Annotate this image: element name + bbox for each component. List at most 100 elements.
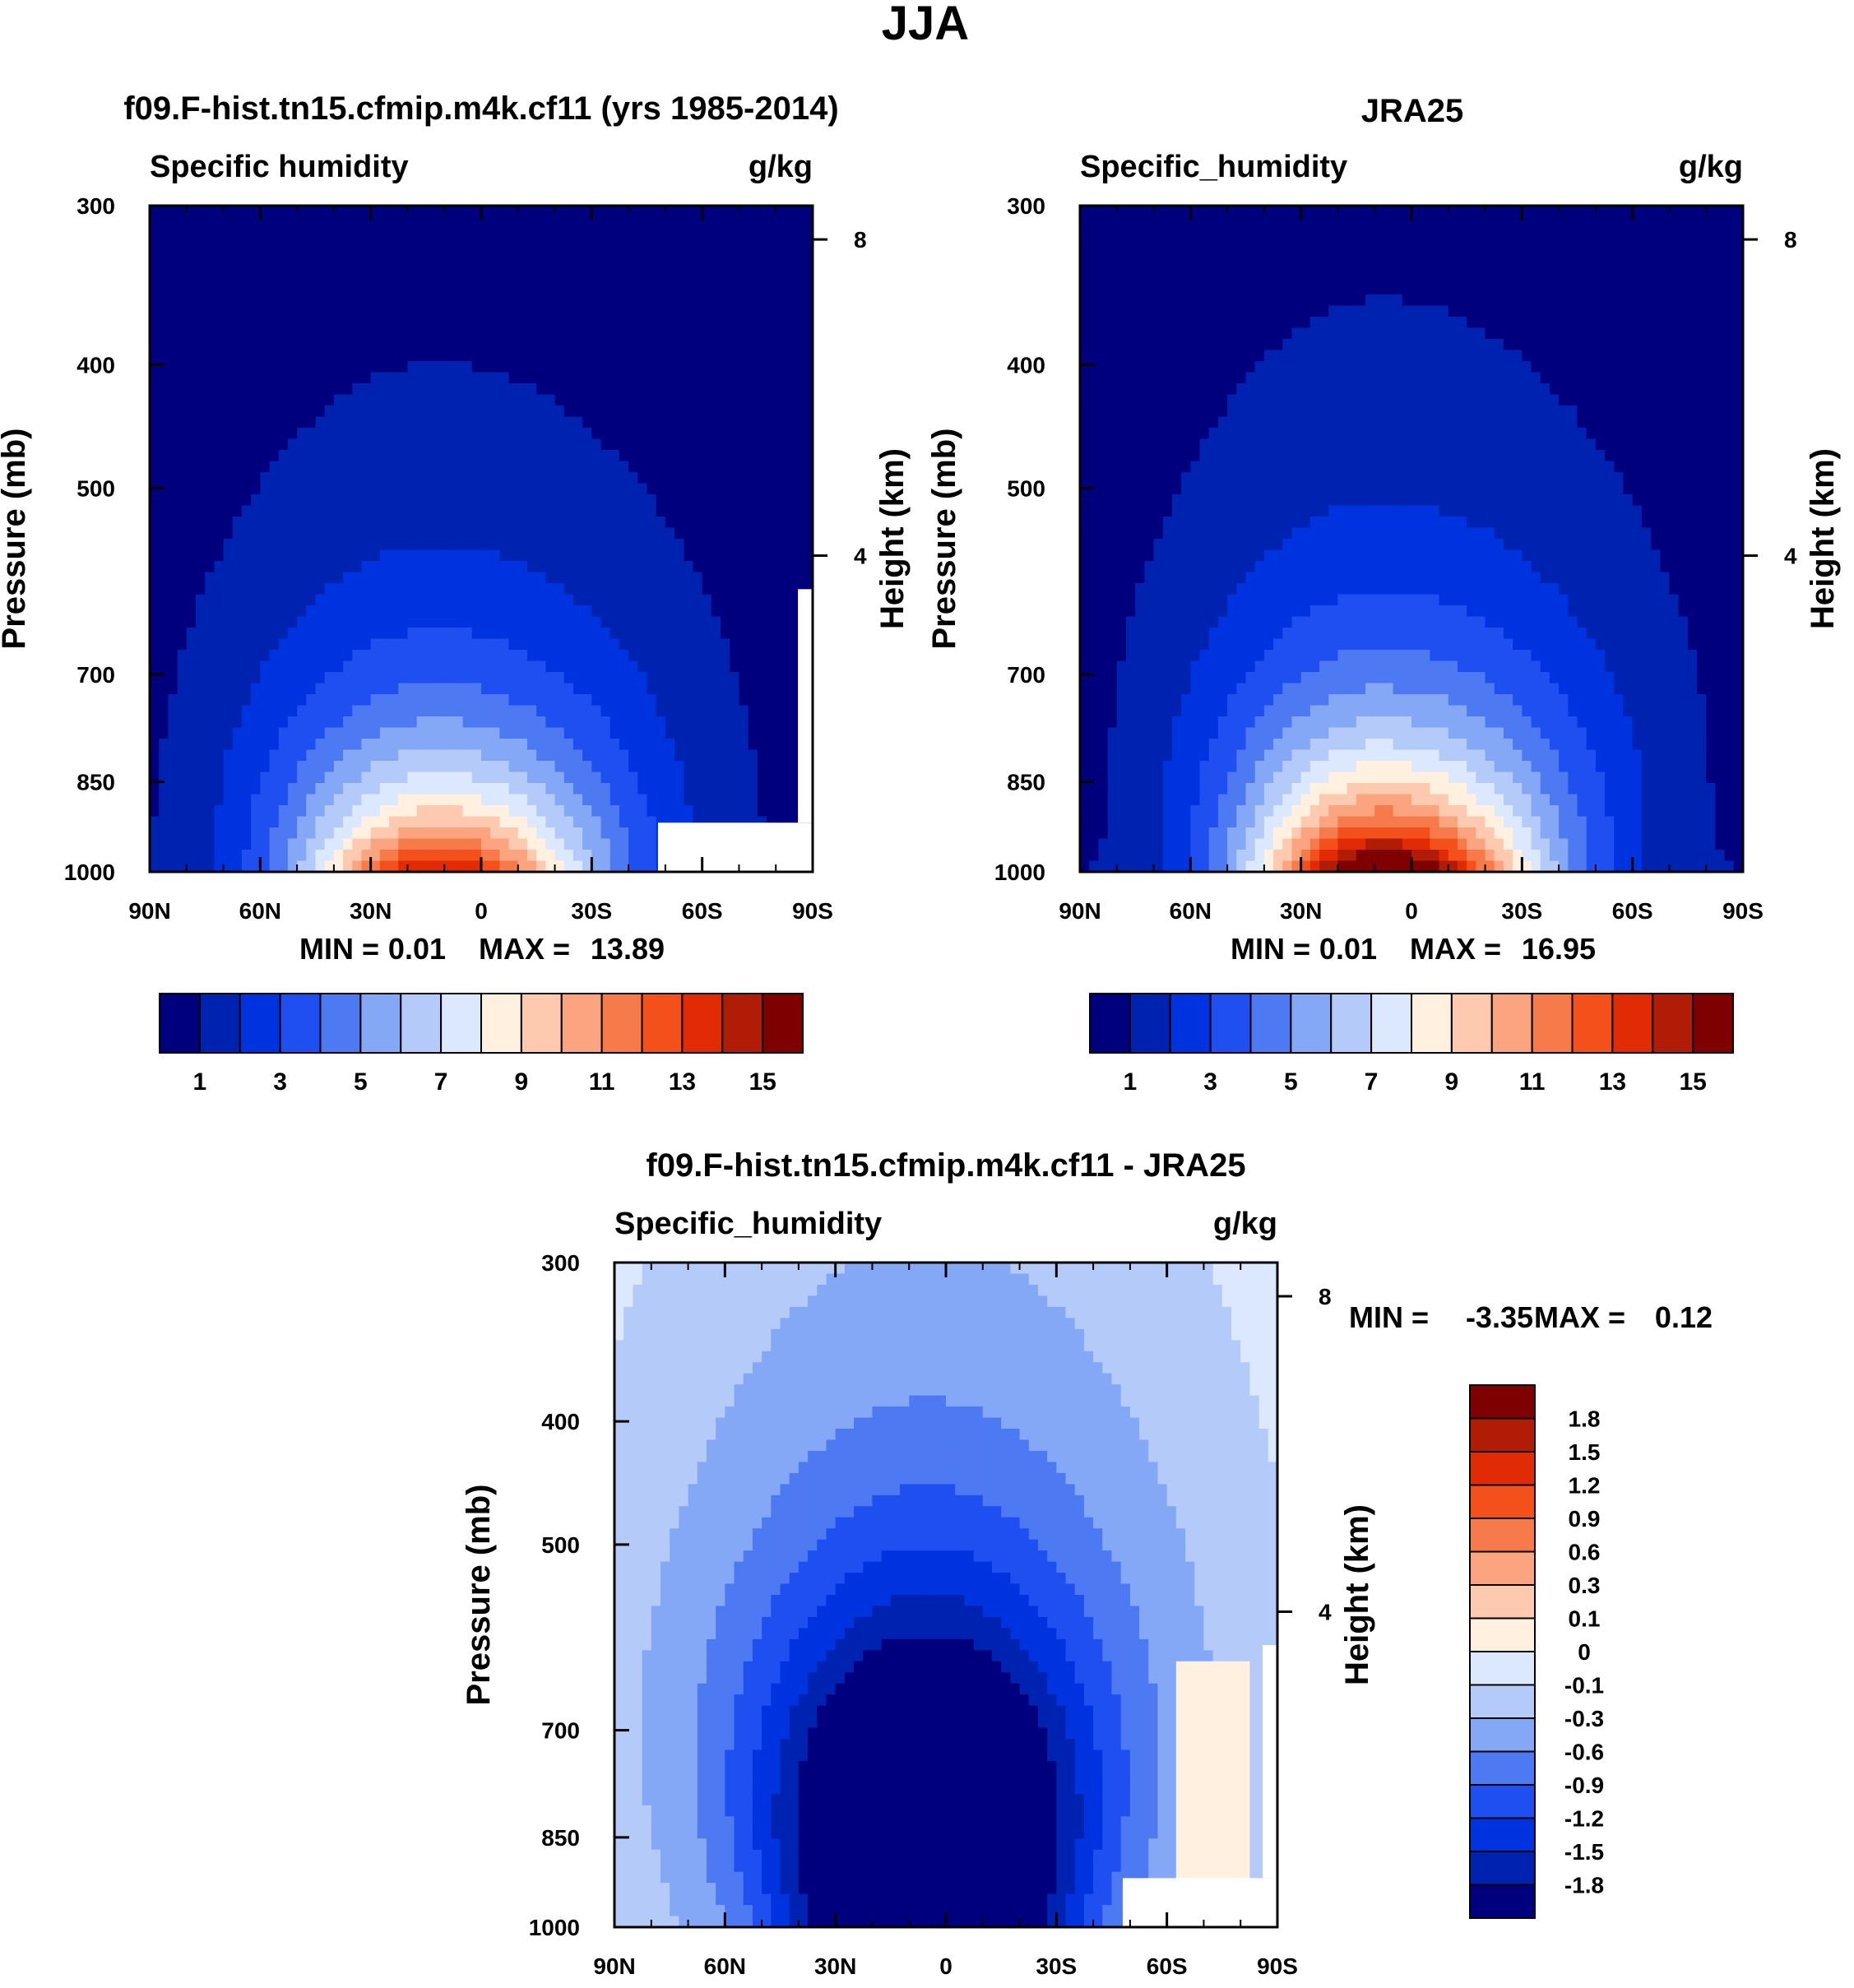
field-cell [195,517,206,529]
field-cell [526,672,537,684]
field-cell [214,483,225,495]
field-cell [269,860,280,873]
field-cell [214,794,225,806]
field-cell [1116,761,1127,773]
field-cell [767,283,776,295]
field-cell [343,283,353,295]
field-cell [379,305,390,317]
field-cell [361,860,372,873]
field-cell [665,339,675,351]
field-cell [1080,850,1090,862]
field-cell [684,672,694,684]
field-cell [241,727,252,739]
field-cell [785,638,795,651]
field-cell [517,494,528,507]
field-cell [232,739,243,751]
field-cell [665,561,675,573]
field-cell [499,472,510,484]
field-cell [287,739,298,751]
field-cell [287,783,298,795]
field-cell [471,539,482,551]
field-cell [499,483,510,495]
field-cell [214,305,225,317]
field-cell [600,494,611,507]
field-cell [205,805,215,818]
field-cell [287,772,298,784]
field-cell [711,594,721,606]
field-cell [490,461,500,473]
field-cell [343,372,353,384]
field-cell [610,405,620,418]
field-cell [150,772,160,784]
field-cell [1098,239,1109,251]
field-cell [684,261,694,273]
field-cell [481,783,491,795]
field-cell [306,838,317,850]
field-cell [536,394,546,406]
field-cell [1116,672,1127,684]
field-cell [324,416,335,429]
field-cell [582,405,592,418]
field-cell [499,683,510,695]
field-cell [315,650,326,662]
field-cell [1125,561,1136,573]
field-cell [637,305,648,317]
field-cell [490,339,500,351]
field-cell [159,350,169,362]
field-cell [1116,850,1127,862]
field-cell [343,350,353,362]
field-cell [297,628,307,640]
field-cell [462,749,473,762]
field-cell [159,527,169,540]
field-cell [785,216,795,229]
field-cell [1089,394,1099,406]
field-cell [610,549,620,562]
field-cell [297,416,307,429]
field-cell [306,605,317,618]
colorbar-label: 7 [434,1068,448,1096]
field-cell [702,228,712,240]
field-cell [517,739,528,751]
field-cell [481,761,491,773]
field-cell [186,272,197,285]
field-cell [324,761,335,773]
field-cell [444,517,455,529]
field-cell [730,372,740,384]
field-cell [785,650,795,662]
field-cell [297,527,307,540]
field-cell [536,605,546,618]
field-cell [1135,494,1145,507]
field-cell [205,383,215,396]
field-cell [1098,327,1109,340]
field-cell [168,705,178,717]
field-cell [572,239,583,251]
field-cell [407,461,418,473]
field-cell [379,650,390,662]
field-cell [481,416,491,429]
field-cell [343,716,353,729]
field-cell [1116,394,1127,406]
field-cell [186,850,197,862]
field-cell [425,783,436,795]
field-cell [665,294,675,307]
field-cell [739,605,749,618]
field-cell [536,450,546,462]
field-cell [333,561,344,573]
field-cell [1135,749,1145,762]
colorbar-label: 9 [515,1068,529,1096]
field-cell [186,472,197,484]
field-cell [205,283,215,295]
field-cell [177,850,188,862]
field-cell [315,339,326,351]
field-cell [453,527,464,540]
field-cell [1144,261,1155,273]
field-cell [1098,739,1109,751]
field-cell [297,450,307,462]
field-cell [370,416,381,429]
field-cell [425,794,436,806]
field-cell [591,428,602,440]
field-cell [389,572,399,584]
field-cell [205,339,215,351]
field-cell [582,739,592,751]
field-cell [435,816,445,828]
